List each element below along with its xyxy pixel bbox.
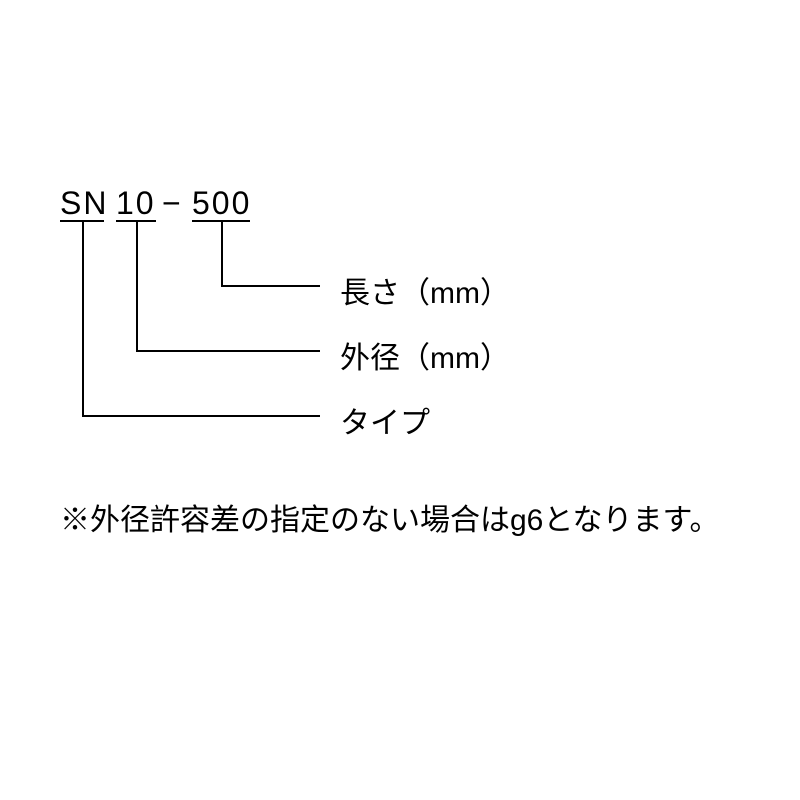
part-number-diagram: SN 10 − 500 長さ（mm） 外径（mm） タイプ ※外径許容差の指定の… [60,185,740,225]
label-length: 長さ（mm） [340,268,510,312]
hline-length [221,285,320,287]
code-length: 500 [192,185,251,222]
label-type: タイプ [340,398,430,442]
hline-diameter [136,350,320,352]
vline-type [82,220,84,415]
code-row: SN 10 − 500 [60,185,740,225]
footnote: ※外径許容差の指定のない場合はg6となります。 [60,495,719,539]
hline-type [82,415,320,417]
code-diameter: 10 [116,185,156,222]
code-sep: − [162,185,183,222]
label-diameter: 外径（mm） [340,333,510,377]
code-type: SN [60,185,108,222]
vline-length [221,220,223,285]
vline-diameter [136,220,138,350]
